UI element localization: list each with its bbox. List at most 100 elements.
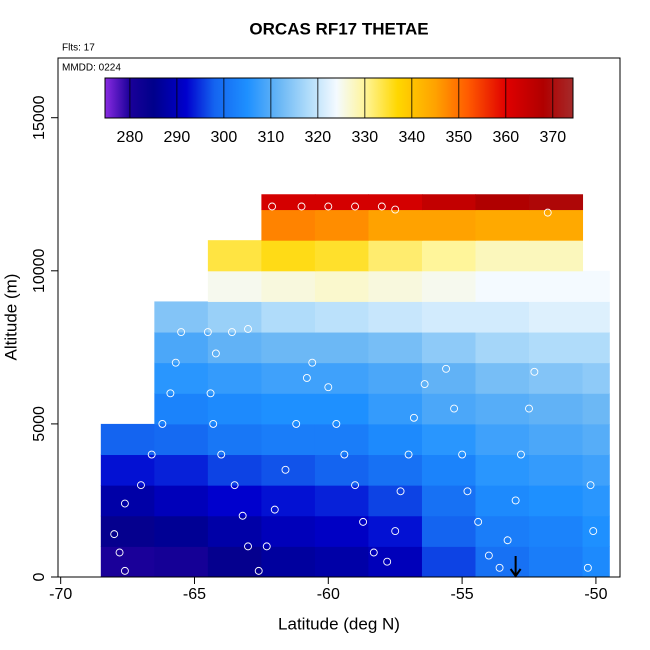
heat-cell (261, 393, 316, 425)
heat-cell (582, 332, 610, 364)
heat-cell (154, 454, 209, 486)
track-point (268, 202, 277, 211)
heat-cell (154, 546, 209, 578)
heat-cell (368, 240, 423, 272)
heat-cell (529, 393, 584, 425)
heat-cell (421, 332, 476, 364)
heat-cell (475, 454, 530, 486)
track-point (409, 413, 418, 422)
track-point (396, 487, 405, 496)
heat-cell (314, 454, 369, 486)
heat-cell (207, 270, 262, 302)
heat-cell (154, 515, 209, 547)
heat-cell (421, 301, 476, 333)
heat-cell (529, 454, 584, 486)
track-point (332, 419, 341, 428)
x-tick-label: -55 (451, 586, 474, 603)
colorbar-tick-label: 280 (117, 129, 144, 146)
heat-cell (314, 515, 369, 547)
heat-cell (421, 270, 476, 302)
heat-cell (261, 362, 316, 394)
heat-cell (368, 393, 423, 425)
track-point (589, 527, 598, 536)
colorbar-tick-label: 330 (351, 129, 378, 146)
track-point (115, 548, 124, 557)
colorbar-tick-label: 340 (398, 129, 425, 146)
track-point (450, 404, 459, 413)
heat-cell (261, 194, 316, 211)
colorbar-tick-label: 310 (258, 129, 285, 146)
heat-cell (475, 485, 530, 517)
heat-cell (475, 393, 530, 425)
heat-cell (582, 515, 610, 547)
track-point (171, 358, 180, 367)
heat-cell (582, 301, 610, 333)
heat-cell (529, 332, 584, 364)
heat-cell (582, 485, 610, 517)
track-point (324, 383, 333, 392)
heat-cell (207, 423, 262, 456)
heat-cell (421, 362, 476, 394)
heat-cell (261, 301, 316, 333)
heat-cell (261, 546, 316, 578)
track-point (383, 557, 392, 566)
heat-cell (207, 485, 262, 517)
track-point (404, 450, 413, 459)
colorbar-tick-label: 300 (211, 129, 238, 146)
heat-cell (529, 362, 584, 394)
track-point (302, 374, 311, 382)
heat-cell (154, 485, 209, 517)
heat-cell (529, 270, 584, 302)
track-point (586, 481, 595, 490)
track-point (120, 499, 129, 508)
track-point (120, 566, 129, 575)
heat-cell (475, 240, 530, 272)
y-tick-label: 15000 (31, 95, 48, 140)
track-point (217, 450, 226, 459)
x-tick-label: -65 (183, 586, 206, 603)
heat-cell (261, 423, 316, 456)
y-tick-label: 5000 (31, 406, 48, 442)
track-point (517, 450, 525, 459)
track-point (238, 511, 247, 520)
track-point (543, 208, 552, 217)
heat-cell (421, 194, 476, 211)
track-point (206, 389, 215, 398)
heat-cell (475, 209, 530, 241)
annotation: Flts: 17 (62, 43, 95, 54)
track-point (281, 465, 290, 474)
heat-cell (368, 332, 423, 364)
heat-cell (207, 332, 262, 364)
track-point (377, 202, 386, 211)
heat-cell (529, 240, 584, 272)
track-point (244, 325, 252, 333)
heat-cell (529, 515, 584, 547)
heat-cell (368, 270, 423, 302)
heat-cell (368, 515, 423, 547)
track-point (110, 530, 119, 539)
heat-cell (314, 362, 369, 394)
track-point (262, 542, 271, 551)
y-tick-label: 0 (31, 572, 48, 581)
heat-cell (154, 423, 209, 456)
chart-title: ORCAS RF17 THETAE (249, 19, 428, 38)
track-point (203, 328, 212, 336)
heat-cell (261, 209, 316, 241)
heat-cell (207, 240, 262, 272)
heat-cell (368, 485, 423, 517)
colorbar (104, 77, 574, 119)
track-point (137, 481, 145, 490)
heat-cell (368, 194, 423, 211)
heat-cell (261, 240, 316, 272)
heat-cell (475, 270, 530, 302)
heat-cell (314, 209, 369, 241)
annotation: MMDD: 0224 (62, 63, 121, 74)
track-point (525, 404, 533, 413)
heat-cell (314, 332, 369, 364)
heat-cell (100, 485, 155, 517)
heat-cell (100, 454, 155, 486)
heat-cell (421, 393, 476, 425)
heat-cell (475, 194, 530, 211)
heat-cell (314, 485, 369, 517)
